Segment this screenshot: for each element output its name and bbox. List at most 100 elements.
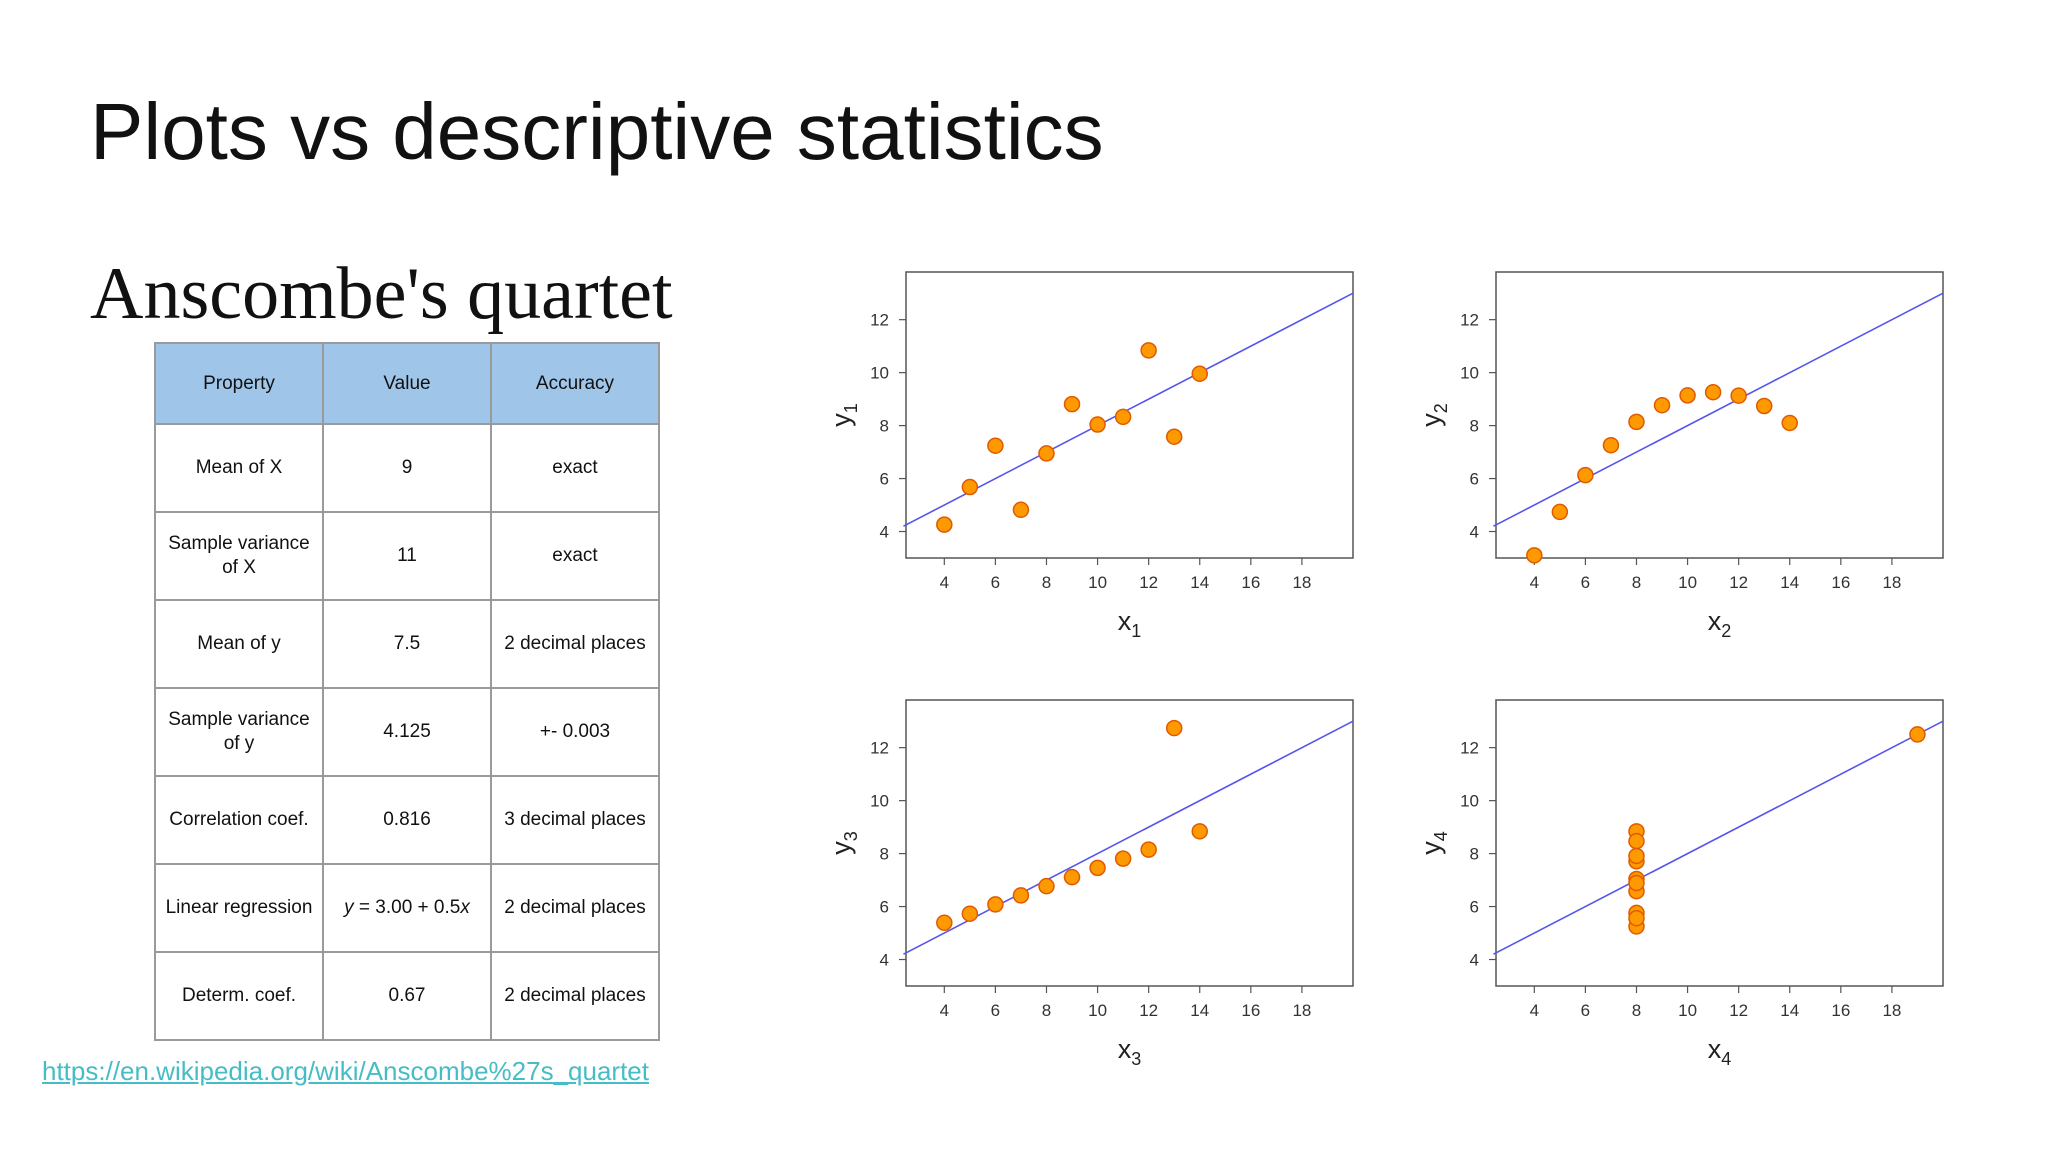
x-tick-label: 14 bbox=[1190, 573, 1209, 592]
table-cell: 9 bbox=[322, 423, 492, 513]
data-point bbox=[1165, 719, 1183, 737]
data-point bbox=[1628, 874, 1645, 892]
x-tick-label: 12 bbox=[1139, 573, 1158, 592]
plot-frame bbox=[905, 699, 1354, 987]
y-tick-label: 6 bbox=[880, 470, 889, 489]
data-point bbox=[1191, 365, 1208, 382]
table-cell: 2 decimal places bbox=[490, 863, 660, 953]
y-tick-label: 10 bbox=[1460, 364, 1479, 383]
table-row: Mean of y 7.5 2 decimal places bbox=[154, 599, 660, 689]
table-cell: Correlation coef. bbox=[154, 775, 324, 865]
table-cell: 11 bbox=[322, 511, 492, 601]
stats-table: Property Value Accuracy Mean of X 9 exac… bbox=[154, 342, 660, 1041]
y-axis-subscript: 4 bbox=[1431, 831, 1451, 841]
data-point bbox=[1755, 397, 1773, 415]
plot-frame bbox=[1495, 271, 1944, 559]
data-point bbox=[1089, 416, 1106, 433]
x-tick-label: 12 bbox=[1729, 573, 1748, 592]
table-cell: exact bbox=[490, 511, 660, 601]
table-cell: 7.5 bbox=[322, 599, 492, 689]
regression-line bbox=[903, 720, 1354, 955]
y-tick-label: 12 bbox=[1460, 311, 1479, 330]
table-header-row: Property Value Accuracy bbox=[154, 342, 660, 425]
y-axis-label: y2 bbox=[1416, 403, 1451, 427]
regression-line bbox=[1493, 292, 1944, 527]
table-cell: Mean of X bbox=[154, 423, 324, 513]
data-point bbox=[1038, 445, 1055, 462]
data-point bbox=[987, 896, 1004, 913]
x-tick-label: 8 bbox=[1632, 1001, 1641, 1020]
data-point bbox=[1165, 428, 1183, 445]
data-point bbox=[1114, 850, 1132, 867]
table-cell: 0.816 bbox=[322, 775, 492, 865]
x-axis-subscript: 1 bbox=[1131, 621, 1141, 641]
x-tick-label: 8 bbox=[1042, 1001, 1051, 1020]
data-point bbox=[1038, 877, 1055, 895]
wikipedia-link[interactable]: https://en.wikipedia.org/wiki/Anscombe%2… bbox=[42, 1056, 649, 1086]
data-point bbox=[1628, 413, 1645, 431]
y-tick-label: 4 bbox=[880, 951, 889, 970]
y-tick-label: 4 bbox=[880, 523, 889, 542]
data-point bbox=[936, 914, 953, 931]
table-cell: 4.125 bbox=[322, 687, 492, 777]
table-cell: 2 decimal places bbox=[490, 599, 660, 689]
x-tick-label: 6 bbox=[1581, 1001, 1590, 1020]
data-point bbox=[1140, 841, 1157, 858]
regression-line bbox=[1493, 720, 1944, 955]
table-row: Determ. coef. 0.67 2 decimal places bbox=[154, 951, 660, 1041]
y-tick-label: 6 bbox=[880, 898, 889, 917]
data-point bbox=[1526, 547, 1543, 564]
data-point bbox=[936, 516, 953, 533]
y-tick-label: 10 bbox=[870, 792, 889, 811]
x-tick-label: 14 bbox=[1780, 1001, 1799, 1020]
data-point bbox=[961, 905, 979, 922]
x-axis-subscript: 2 bbox=[1721, 621, 1731, 641]
x-tick-label: 18 bbox=[1292, 1001, 1311, 1020]
data-point bbox=[1628, 832, 1645, 850]
x-axis-subscript: 3 bbox=[1131, 1049, 1141, 1069]
table-cell: Sample variance of y bbox=[154, 687, 324, 777]
data-point bbox=[987, 437, 1004, 454]
x-tick-label: 4 bbox=[1530, 573, 1539, 592]
y-tick-label: 8 bbox=[880, 845, 889, 864]
x-axis-label: x3 bbox=[1118, 1034, 1142, 1069]
x-tick-label: 6 bbox=[1581, 573, 1590, 592]
slide-title: Plots vs descriptive statistics bbox=[90, 87, 1104, 176]
table-cell: +- 0.003 bbox=[490, 687, 660, 777]
y-axis-label: y3 bbox=[826, 831, 861, 855]
x-tick-label: 8 bbox=[1632, 573, 1641, 592]
x-tick-label: 6 bbox=[991, 1001, 1000, 1020]
y-tick-label: 4 bbox=[1470, 951, 1479, 970]
table-row: Linear regression y = 3.00 + 0.5x 2 deci… bbox=[154, 863, 660, 953]
y-tick-label: 6 bbox=[1470, 898, 1479, 917]
header-value: Value bbox=[322, 342, 492, 425]
data-point bbox=[1628, 847, 1645, 865]
y-tick-label: 8 bbox=[880, 417, 889, 436]
table-row: Sample variance of y 4.125 +- 0.003 bbox=[154, 687, 660, 777]
table-cell: Determ. coef. bbox=[154, 951, 324, 1041]
x-tick-label: 10 bbox=[1678, 1001, 1697, 1020]
y-tick-label: 10 bbox=[1460, 792, 1479, 811]
y-tick-label: 10 bbox=[870, 364, 889, 383]
x-tick-label: 14 bbox=[1190, 1001, 1209, 1020]
data-point bbox=[1012, 501, 1030, 519]
y-tick-label: 12 bbox=[1460, 739, 1479, 758]
slide-subtitle: Anscombe's quartet bbox=[90, 253, 673, 335]
x-axis-label: x4 bbox=[1708, 1034, 1732, 1069]
table-cell: y = 3.00 + 0.5x bbox=[322, 863, 492, 953]
plot-frame bbox=[905, 271, 1354, 559]
y-tick-label: 4 bbox=[1470, 523, 1479, 542]
x-tick-label: 16 bbox=[1831, 1001, 1850, 1020]
y-tick-label: 12 bbox=[870, 311, 889, 330]
data-point bbox=[1653, 396, 1671, 414]
x-axis-subscript: 4 bbox=[1721, 1049, 1731, 1069]
data-point bbox=[1063, 395, 1081, 413]
data-point bbox=[1730, 387, 1747, 404]
y-axis-label: y1 bbox=[826, 403, 861, 427]
data-point bbox=[1551, 503, 1569, 521]
x-tick-label: 16 bbox=[1241, 1001, 1260, 1020]
table-cell: exact bbox=[490, 423, 660, 513]
y-axis-subscript: 2 bbox=[1431, 403, 1451, 413]
y-axis-label: y4 bbox=[1416, 831, 1451, 855]
